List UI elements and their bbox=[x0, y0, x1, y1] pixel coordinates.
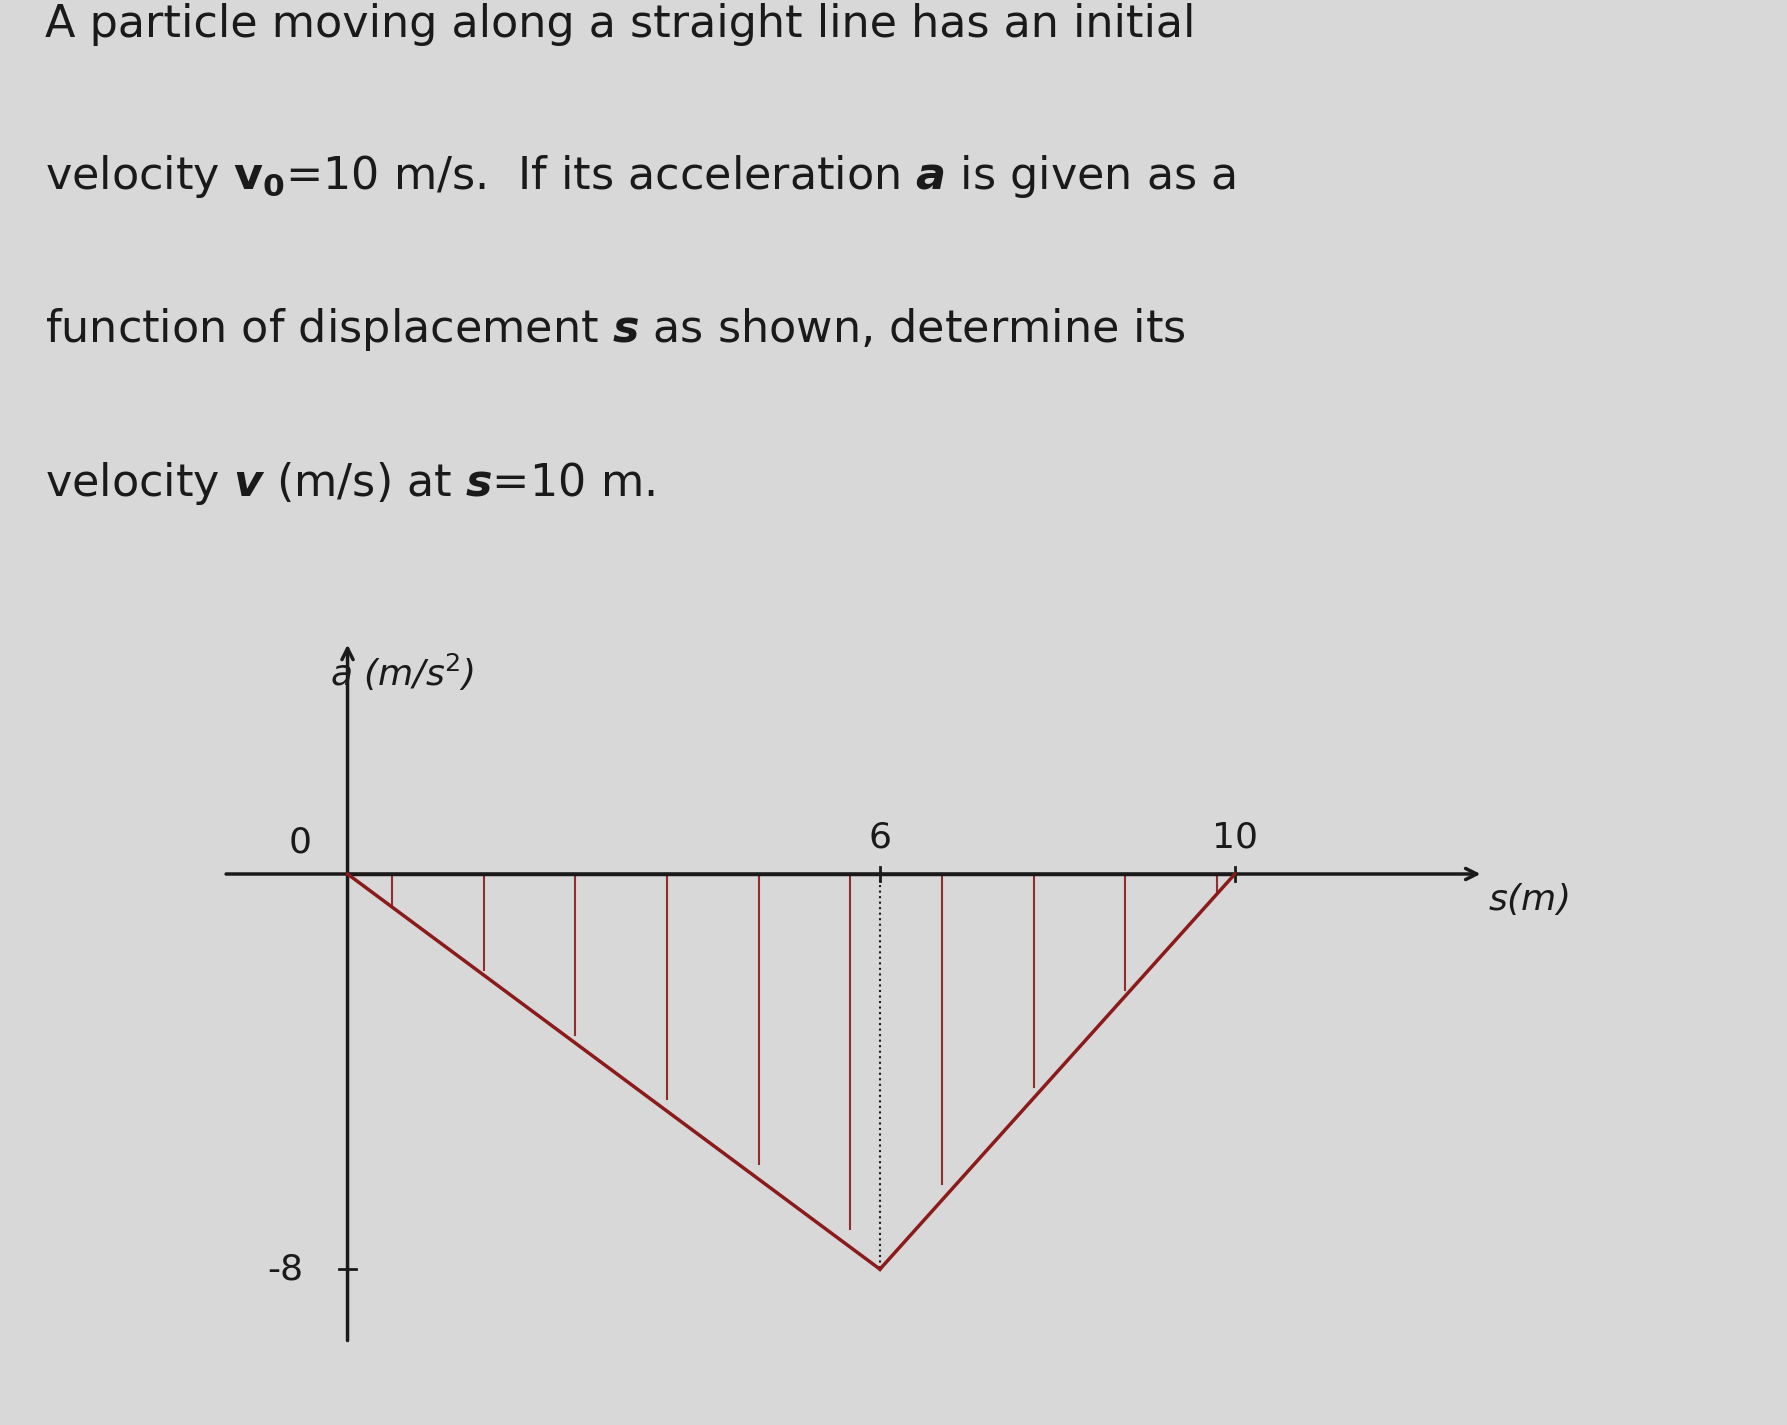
Text: velocity $\boldsymbol{v}$ (m/s) at $\boldsymbol{s}$=10 m.: velocity $\boldsymbol{v}$ (m/s) at $\bol… bbox=[45, 460, 654, 507]
Text: 0: 0 bbox=[289, 825, 313, 859]
Text: $a$ (m/s$^2$): $a$ (m/s$^2$) bbox=[331, 651, 474, 693]
Text: velocity $\mathbf{v_0}$=10 m/s.  If its acceleration $\boldsymbol{a}$ is given a: velocity $\mathbf{v_0}$=10 m/s. If its a… bbox=[45, 152, 1235, 200]
Text: -8: -8 bbox=[266, 1253, 304, 1287]
Text: 6: 6 bbox=[868, 821, 892, 854]
Text: function of displacement $\boldsymbol{s}$ as shown, determine its: function of displacement $\boldsymbol{s}… bbox=[45, 306, 1185, 353]
Text: A particle moving along a straight line has an initial: A particle moving along a straight line … bbox=[45, 3, 1196, 46]
Text: $s$(m): $s$(m) bbox=[1489, 882, 1569, 918]
Text: 10: 10 bbox=[1212, 821, 1258, 854]
